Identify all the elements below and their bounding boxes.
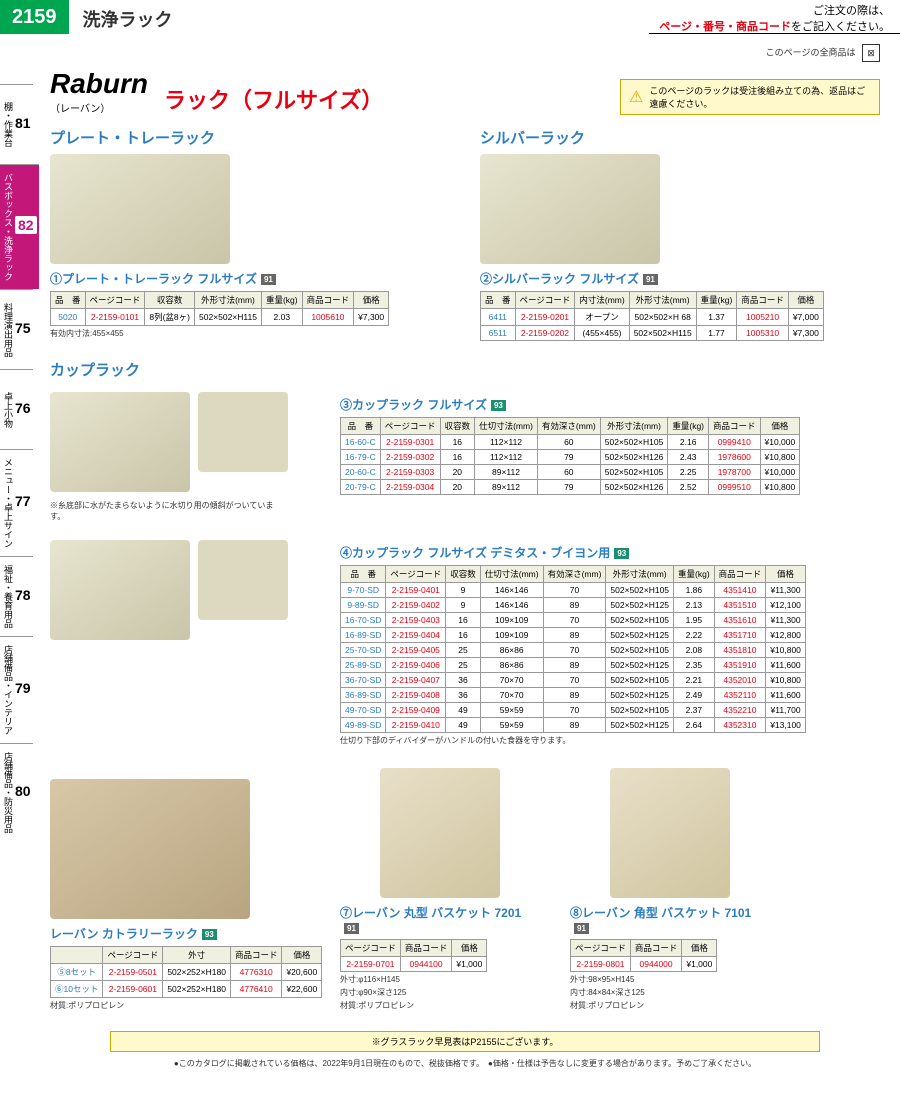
demitasse-table: 品 番ページコード収容数仕切寸法(mm)有効深さ(mm)外形寸法(mm)重量(k… (340, 565, 806, 733)
sidebar-item-77[interactable]: 77メニュー・卓上サイン (0, 449, 33, 556)
round-title: ⑦レーバン 丸型 バスケット 720191 (340, 904, 540, 935)
square-table: ページコード商品コード価格2-2159-08010944000¥1,000 (570, 939, 717, 972)
cup-header: カップラック (50, 359, 880, 380)
cutlery-table: ページコード外寸商品コード価格⑤8セット2-2159-0501502×252×H… (50, 946, 322, 998)
square-specs: 外寸:98×95×H145内寸:84×84×深さ125材質:ポリプロピレン (570, 974, 770, 1011)
page-number: 2159 (0, 0, 69, 34)
warning-box: ⚠ このページのラックは受注後組み立ての為、返品はご遠慮ください。 (620, 79, 880, 115)
round-specs: 外寸:φ116×H145内寸:φ90×深さ125材質:ポリプロピレン (340, 974, 540, 1011)
silver-title: ②シルバーラック フルサイズ91 (480, 270, 880, 287)
plate-title: ①プレート・トレーラック フルサイズ91 (50, 270, 450, 287)
round-table: ページコード商品コード価格2-2159-07010944100¥1,000 (340, 939, 487, 972)
top-note: このページの全商品は ⊠ (50, 44, 880, 62)
brand: Raburn （レーバン） (50, 68, 148, 115)
sidebar-item-76[interactable]: 76卓上小物 (0, 369, 33, 449)
sidebar-item-81[interactable]: 81棚・作業台 (0, 84, 33, 164)
sidebar-item-82[interactable]: 82バスボックス・洗浄ラック (0, 164, 39, 289)
sidebar: 81棚・作業台82バスボックス・洗浄ラック75料理演出用品76卓上小物77メニュ… (0, 84, 30, 841)
sidebar-item-78[interactable]: 78福祉・養育用品 (0, 556, 33, 636)
no-icon: ⊠ (862, 44, 880, 62)
sidebar-item-75[interactable]: 75料理演出用品 (0, 289, 33, 369)
section-title: ラック（フルサイズ） (164, 83, 383, 115)
square-title: ⑧レーバン 角型 バスケット 710191 (570, 904, 770, 935)
silver-header: シルバーラック (480, 127, 880, 148)
plate-image (50, 154, 230, 264)
square-basket-image (610, 768, 730, 898)
sidebar-item-80[interactable]: 80店舗備品・防災用品 (0, 743, 33, 841)
disclaimer: ●このカタログに掲載されている価格は、2022年9月1日現在のもので、税抜価格で… (50, 1058, 880, 1069)
demitasse-title: ④カップラック フルサイズ デミタス・ブイヨン用93 (340, 544, 880, 561)
cup-title: ③カップラック フルサイズ93 (340, 396, 880, 413)
silver-image (480, 154, 660, 264)
cutlery-title: レーバン カトラリーラック93 (50, 925, 310, 942)
cutlery-image (50, 779, 250, 919)
cup-detail-image (198, 392, 288, 472)
round-basket-image (380, 768, 500, 898)
footer-note: ※グラスラック早見表はP2155にございます。 (110, 1031, 820, 1052)
plate-table: 品 番ページコード収容数外形寸法(mm)重量(kg)商品コード価格50202-2… (50, 291, 389, 326)
plate-header: プレート・トレーラック (50, 127, 450, 148)
page-title: 洗浄ラック (69, 0, 650, 34)
demitasse-detail-image (198, 540, 288, 620)
silver-table: 品 番ページコード内寸法(mm)外形寸法(mm)重量(kg)商品コード価格641… (480, 291, 824, 341)
order-note: ご注文の際は、 ページ・番号・商品コードをご記入ください。 (649, 0, 900, 34)
cup-image (50, 392, 190, 492)
warning-icon: ⚠ (629, 87, 643, 107)
cup-table: 品 番ページコード収容数仕切寸法(mm)有効深さ(mm)外形寸法(mm)重量(k… (340, 417, 800, 495)
sidebar-item-79[interactable]: 79店舗備品・インテリア (0, 636, 33, 743)
demitasse-image (50, 540, 190, 640)
